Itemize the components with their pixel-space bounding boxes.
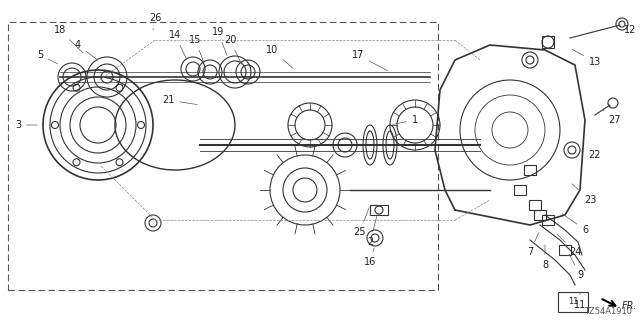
Text: 20: 20 — [224, 35, 241, 62]
Text: 8: 8 — [542, 245, 548, 270]
Bar — [542, 215, 554, 225]
Text: 17: 17 — [352, 50, 388, 71]
Text: 25: 25 — [354, 208, 369, 237]
Text: 22: 22 — [580, 150, 601, 160]
Text: 4: 4 — [75, 40, 98, 60]
Text: 16: 16 — [364, 248, 376, 267]
Text: 9: 9 — [569, 254, 583, 280]
Text: 13: 13 — [572, 49, 601, 67]
Text: 5: 5 — [37, 50, 58, 64]
Text: 7: 7 — [527, 233, 539, 257]
Text: 3: 3 — [15, 120, 37, 130]
Text: 6: 6 — [562, 214, 588, 235]
Text: 15: 15 — [189, 35, 204, 62]
Text: 24: 24 — [557, 234, 581, 257]
Bar — [542, 36, 554, 48]
Text: 27: 27 — [603, 110, 621, 125]
Text: 26: 26 — [149, 13, 161, 30]
Text: 11: 11 — [574, 292, 586, 310]
Bar — [370, 205, 388, 215]
Bar — [514, 185, 526, 195]
Text: 1: 1 — [393, 115, 418, 125]
Bar — [558, 292, 588, 312]
Text: FR.: FR. — [622, 301, 637, 311]
Text: 12: 12 — [624, 25, 636, 35]
Text: 11: 11 — [568, 298, 578, 307]
Text: 10: 10 — [266, 45, 293, 68]
Bar — [524, 165, 536, 175]
Bar — [529, 200, 541, 210]
Text: 19: 19 — [212, 27, 227, 55]
Bar — [534, 210, 546, 220]
Text: 21: 21 — [162, 95, 197, 105]
Text: 23: 23 — [572, 184, 596, 205]
Text: 2: 2 — [367, 215, 377, 247]
Text: TZ54A1910: TZ54A1910 — [584, 308, 632, 316]
Text: 14: 14 — [169, 30, 187, 60]
Text: 18: 18 — [54, 25, 83, 53]
Bar — [559, 245, 571, 255]
